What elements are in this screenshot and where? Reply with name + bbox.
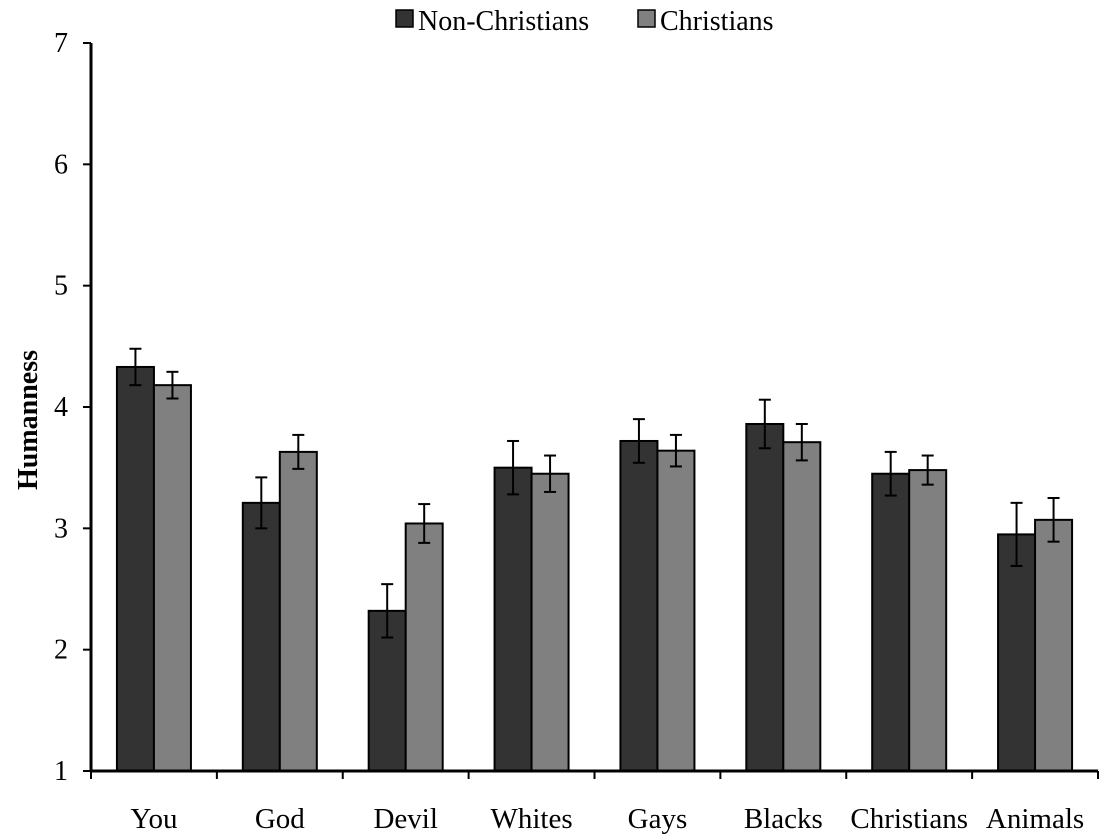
- y-tick-label: 1: [54, 756, 68, 787]
- x-tick-label-christians: Christians: [850, 803, 968, 835]
- x-tick-label-animals: Animals: [986, 803, 1084, 835]
- y-axis-title: Humanness: [13, 350, 44, 490]
- bar-christians-animals: [1034, 518, 1074, 773]
- y-tick-label: 6: [54, 149, 68, 180]
- bar-christians-devil: [404, 522, 444, 772]
- x-tick-label-you: You: [130, 803, 177, 835]
- bar-non-christians-god: [241, 501, 281, 772]
- x-tick-label-blacks: Blacks: [744, 803, 823, 835]
- x-tick-label-devil: Devil: [373, 803, 437, 835]
- x-tick-label-gays: Gays: [628, 803, 688, 835]
- legend: Non-Christians Christians: [395, 6, 774, 37]
- bar-christians-whites: [530, 472, 570, 772]
- bar-non-christians-animals: [997, 533, 1037, 773]
- bar-christians-gays: [656, 449, 696, 772]
- x-tick-label-whites: Whites: [490, 803, 572, 835]
- bar-non-christians-gays: [619, 439, 659, 772]
- y-tick-label: 7: [54, 28, 68, 59]
- bar-non-christians-christians: [871, 472, 911, 772]
- bar-non-christians-blacks: [745, 422, 785, 772]
- bar-christians-god: [278, 450, 318, 772]
- y-tick-label: 4: [54, 392, 68, 423]
- bar-non-christians-you: [115, 365, 155, 772]
- legend-label-non-christians: Non-Christians: [418, 6, 589, 37]
- bar-non-christians-whites: [493, 466, 533, 772]
- legend-swatch-non-christians: [395, 9, 414, 28]
- x-tick-label-god: God: [255, 803, 305, 835]
- plot-area: 1 2 3 4 5 6 7 You God Devil Whites Gays Blacks Christ…: [54, 28, 1099, 835]
- y-tick-label: 2: [54, 635, 68, 666]
- y-tick-label: 5: [54, 271, 68, 302]
- bar-christians-christians: [908, 469, 948, 772]
- bar-christians-blacks: [782, 441, 822, 772]
- legend-swatch-christians: [637, 9, 656, 28]
- legend-label-christians: Christians: [660, 6, 774, 37]
- bar-christians-you: [152, 384, 192, 772]
- y-tick-label: 3: [54, 513, 68, 544]
